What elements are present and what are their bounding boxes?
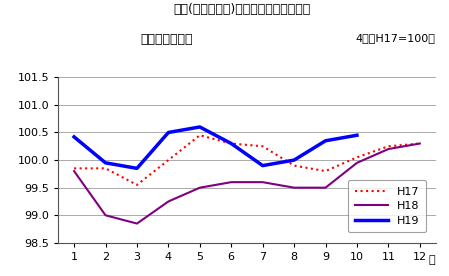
H18	[103, 214, 108, 217]
H18	[291, 186, 297, 189]
H19	[291, 158, 297, 162]
H18	[260, 181, 265, 184]
Line: H19: H19	[74, 127, 357, 168]
H18	[386, 147, 391, 151]
H19	[197, 125, 202, 129]
Text: 月: 月	[429, 255, 436, 265]
H18	[229, 181, 234, 184]
Line: H17: H17	[74, 135, 420, 185]
H17	[354, 156, 360, 159]
H18	[134, 222, 140, 225]
H19	[323, 139, 328, 142]
Line: H18: H18	[74, 144, 420, 224]
H19	[229, 142, 234, 145]
H19	[260, 164, 265, 167]
Text: 食料(酒類を除く)及びエネルギーを除く: 食料(酒類を除く)及びエネルギーを除く	[174, 3, 311, 16]
H19	[71, 135, 77, 139]
H19	[103, 161, 108, 164]
H19	[134, 167, 140, 170]
H17	[103, 167, 108, 170]
H19	[354, 134, 360, 137]
Legend: H17, H18, H19: H17, H18, H19	[348, 180, 426, 232]
Text: 総合指数の動き: 総合指数の動き	[140, 33, 192, 46]
H17	[291, 164, 297, 167]
H18	[166, 200, 171, 203]
H18	[323, 186, 328, 189]
H18	[417, 142, 423, 145]
H17	[386, 145, 391, 148]
H17	[134, 183, 140, 187]
H19	[166, 131, 171, 134]
H17	[166, 158, 171, 162]
H18	[354, 161, 360, 164]
H17	[71, 167, 77, 170]
H17	[197, 134, 202, 137]
H18	[197, 186, 202, 189]
H17	[417, 142, 423, 145]
H17	[260, 145, 265, 148]
H17	[323, 169, 328, 173]
H18	[71, 169, 77, 173]
H17	[229, 142, 234, 145]
Text: 4市（H17=100）: 4市（H17=100）	[355, 33, 435, 43]
